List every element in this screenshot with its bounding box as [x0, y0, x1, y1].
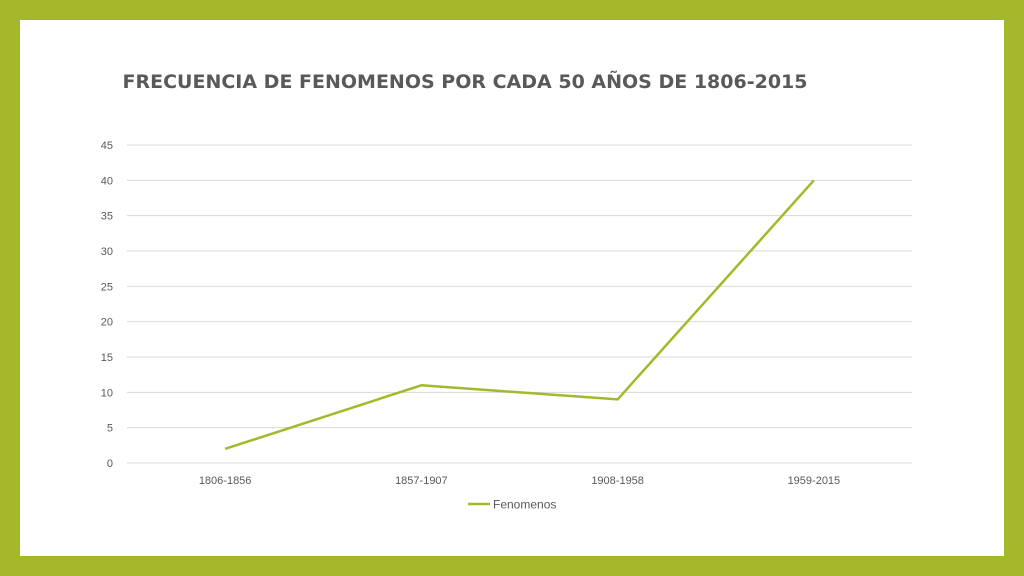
chart-title: FRECUENCIA DE FENOMENOS POR CADA 50 AÑOS…	[122, 71, 808, 93]
y-axis-ticks: 0 5 10 15 20 25 30 35 40 45	[101, 140, 113, 470]
x-tick-label: 1857-1907	[395, 475, 448, 487]
legend-label: Fenomenos	[493, 498, 556, 512]
slide-canvas	[20, 20, 1004, 556]
y-tick-label: 45	[101, 140, 113, 152]
y-tick-label: 20	[101, 317, 113, 329]
y-tick-label: 0	[107, 458, 113, 470]
x-tick-label: 1806-1856	[199, 475, 252, 487]
y-tick-label: 35	[101, 211, 113, 223]
y-tick-label: 10	[101, 387, 113, 399]
x-axis-ticks: 1806-1856 1857-1907 1908-1958 1959-2015	[199, 475, 840, 487]
legend: Fenomenos	[468, 498, 556, 512]
series-line-fenomenos	[224, 179, 815, 451]
y-tick-label: 40	[101, 175, 113, 187]
x-tick-label: 1959-2015	[788, 475, 841, 487]
y-tick-label: 30	[101, 246, 113, 258]
series-lines	[224, 179, 815, 451]
y-tick-label: 5	[107, 423, 113, 435]
gridlines	[127, 144, 912, 464]
y-tick-label: 15	[101, 352, 113, 364]
y-tick-label: 25	[101, 281, 113, 293]
x-tick-label: 1908-1958	[591, 475, 644, 487]
